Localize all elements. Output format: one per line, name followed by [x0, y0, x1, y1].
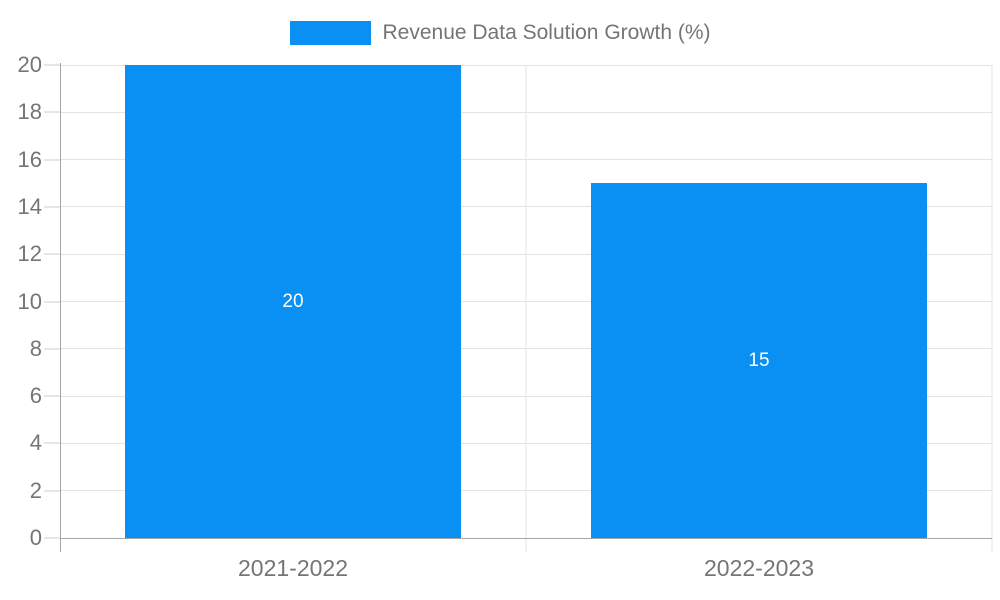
y-axis-tick-label: 6: [29, 383, 42, 409]
y-axis-tick: [44, 206, 60, 208]
y-axis: 0 2 4 6 8 10 12 14 16 18 20: [0, 52, 60, 550]
bar-value-label: 15: [748, 349, 770, 371]
y-axis-tick-label: 10: [17, 288, 42, 314]
y-axis-tick-label: 16: [17, 146, 42, 172]
y-axis-tick: [44, 253, 60, 255]
x-axis-category-label: 2021-2022: [238, 555, 348, 581]
category-split-line: [991, 65, 993, 552]
y-axis-tick: [44, 442, 60, 444]
y-axis-tick: [44, 537, 60, 539]
y-axis-tick-label: 20: [17, 52, 42, 77]
y-axis-tick-label: 0: [29, 525, 42, 550]
legend-label: Revenue Data Solution Growth (%): [382, 21, 711, 44]
y-axis-tick-label: 2: [29, 477, 42, 503]
y-axis-tick: [44, 301, 60, 302]
y-axis-tick-label: 14: [17, 193, 42, 219]
x-axis-category-label: 2022-2023: [704, 555, 814, 581]
bar-value-label: 20: [282, 290, 304, 312]
plot-area: 20 15: [60, 64, 993, 552]
x-axis-line: [60, 538, 992, 539]
y-axis-tick-label: 18: [17, 99, 42, 125]
legend-swatch: [289, 21, 371, 45]
y-axis-tick: [44, 111, 60, 113]
bar-2021-2022[interactable]: 20: [124, 65, 462, 538]
y-axis-tick: [44, 490, 60, 492]
y-axis-tick-label: 12: [17, 241, 42, 267]
y-axis-tick-label: 4: [29, 430, 42, 456]
bar-2022-2023[interactable]: 15: [590, 183, 928, 538]
y-axis-tick: [44, 395, 60, 397]
y-axis-tick-label: 8: [29, 335, 42, 361]
y-axis-tick: [44, 159, 60, 161]
y-axis-tick: [44, 348, 60, 350]
legend-item[interactable]: Revenue Data Solution Growth (%): [0, 21, 1000, 45]
y-axis-tick: [44, 64, 60, 66]
category-split-line: [525, 65, 527, 552]
x-axis: 2021-2022 2022-2023: [60, 538, 992, 600]
y-axis-line: [60, 63, 61, 552]
